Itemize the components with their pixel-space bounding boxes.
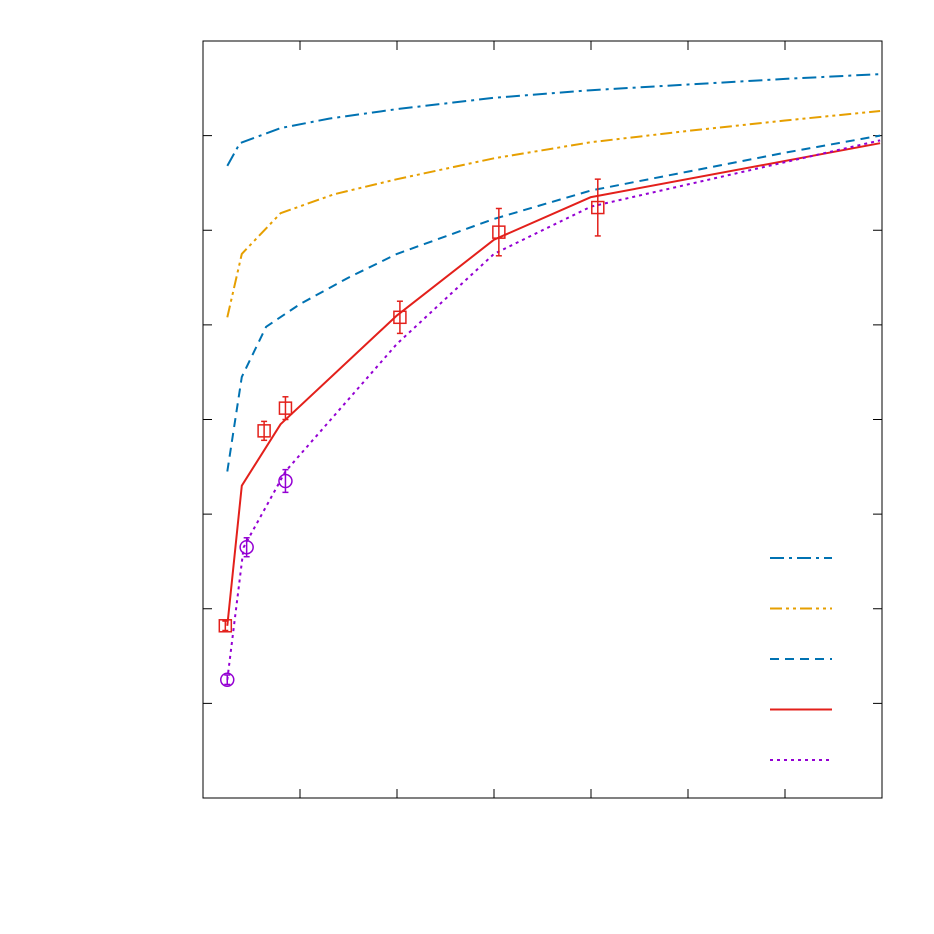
plot-frame <box>202 40 883 799</box>
square-marker-0-0 <box>218 619 233 633</box>
square-marker-0-4 <box>492 225 506 239</box>
square-marker-0-3 <box>393 310 407 325</box>
series-line-2 <box>226 134 881 472</box>
circle-marker-1-2 <box>278 473 293 489</box>
legend <box>770 557 832 761</box>
series-line-4 <box>226 139 881 680</box>
plot-area <box>203 41 883 798</box>
square-marker-0-2 <box>278 401 293 415</box>
square-marker-0-1 <box>257 424 271 438</box>
circle-marker-1-1 <box>239 539 254 555</box>
circle-marker-1-0 <box>220 672 235 687</box>
series-line-0 <box>226 73 881 167</box>
square-marker-0-5 <box>591 200 605 215</box>
series-line-3 <box>226 142 881 626</box>
series-line-1 <box>226 110 881 318</box>
